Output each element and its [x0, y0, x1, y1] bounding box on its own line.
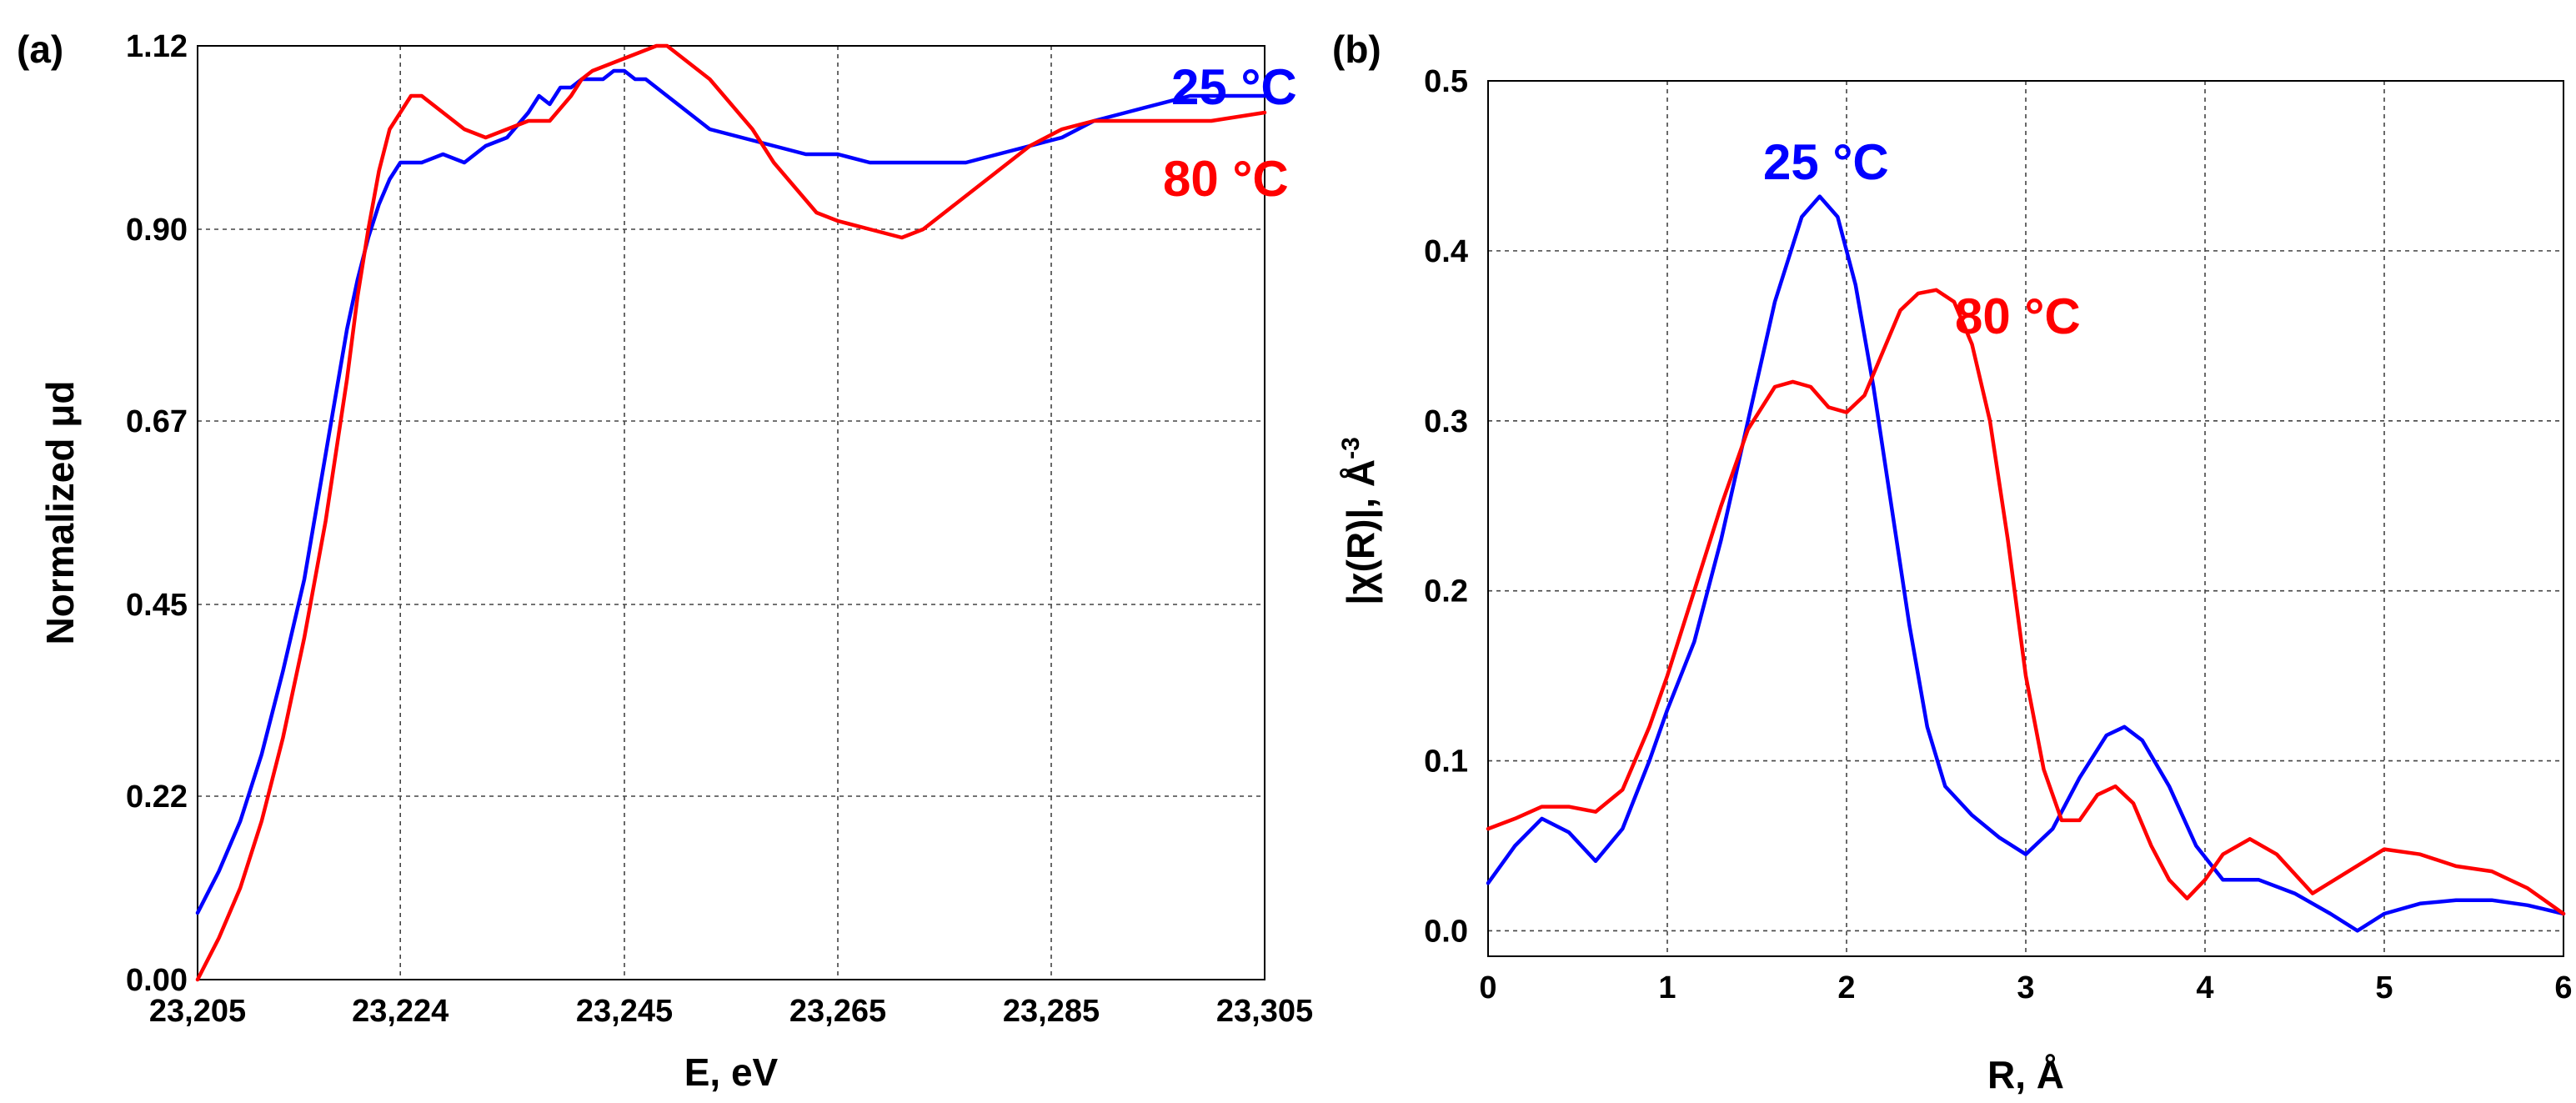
panel-b-x-tick-label: 2: [1837, 970, 1855, 1005]
panel-a-curves: [195, 43, 1267, 982]
panel-a-x-tick-label: 23,245: [576, 994, 673, 1029]
panel-b-y-tick-label: 0.1: [1424, 745, 1468, 780]
panel-b-curves: [1486, 194, 2566, 933]
panel-b-series-25c-line: [1486, 194, 2566, 933]
panel-a-label: (a): [17, 28, 63, 71]
panel-a-x-tick-label: 23,205: [149, 994, 246, 1029]
panel-b-series-label-80c: 80 °C: [1955, 288, 2081, 344]
panel-a-x-axis-label: E, eV: [684, 1050, 779, 1094]
panel-a-y-tick-label: 0.45: [126, 588, 188, 623]
panel-b-frame: [1487, 80, 2564, 957]
panel-b-x-tick-label: 4: [2196, 970, 2213, 1005]
panel-a-y-tick-label: 0.90: [126, 213, 188, 248]
panel-b-series-label-25c: 25 °C: [1763, 134, 1889, 190]
panel-b-x-tick-label: 3: [2017, 970, 2034, 1005]
panel-b: 0 1 2 3 4 5 6 0.0 0.1 0.2 0.3 0.4 0.5 (b) R, Å |χ(R…: [1332, 28, 2573, 1096]
panel-b-x-tick-label: 0: [1479, 970, 1496, 1005]
panel-b-x-ticks: 0 1 2 3 4 5 6: [1479, 970, 2572, 1005]
panel-a-y-tick-label: 0.67: [126, 404, 188, 439]
panel-a-x-tick-label: 23,224: [352, 994, 449, 1029]
panel-b-y-tick-label: 0.4: [1424, 234, 1468, 269]
panel-b-y-tick-label: 0.0: [1424, 914, 1468, 949]
panel-a-y-ticks: 0.00 0.22 0.45 0.67 0.90 1.12: [126, 29, 188, 998]
panel-a-grid: [198, 46, 1265, 980]
panel-a-series-label-25c: 25 °C: [1171, 59, 1297, 115]
panel-a-series-80c-line: [195, 43, 1267, 982]
panel-b-x-tick-label: 1: [1658, 970, 1676, 1005]
panel-a: 23,205 23,224 23,245 23,265 23,285 23,305 0.0…: [17, 28, 1313, 1094]
panel-b-series-80c-line: [1486, 288, 2566, 916]
panel-b-y-ticks: 0.0 0.1 0.2 0.3 0.4 0.5: [1424, 64, 1468, 949]
panel-a-series-label-80c: 80 °C: [1163, 151, 1289, 207]
panel-a-y-tick-label: 0.22: [126, 780, 188, 815]
panel-a-x-tick-label: 23,305: [1216, 994, 1313, 1029]
panel-a-x-ticks: 23,205 23,224 23,245 23,265 23,285 23,305: [149, 994, 1313, 1029]
panel-a-frame: [197, 45, 1265, 980]
panel-a-y-tick-label: 1.12: [126, 29, 188, 64]
panel-b-grid: [1488, 81, 2563, 956]
panel-a-y-tick-label: 0.00: [126, 963, 188, 998]
panel-a-x-tick-label: 23,285: [1003, 994, 1100, 1029]
panel-a-y-axis-label: Normalized μd: [38, 381, 82, 645]
panel-b-label: (b): [1332, 28, 1381, 71]
panel-b-y-axis-label-superscript: -3: [1337, 437, 1365, 459]
panel-b-x-tick-label: 5: [2375, 970, 2393, 1005]
panel-b-y-tick-label: 0.3: [1424, 404, 1468, 439]
panel-b-x-axis-label: R, Å: [1987, 1053, 2064, 1096]
panel-b-y-axis-label: |χ(R)|, Å-3: [1337, 437, 1382, 605]
panel-b-y-axis-label-main: |χ(R)|, Å: [1339, 459, 1382, 605]
panel-b-y-tick-label: 0.5: [1424, 64, 1468, 99]
panel-a-x-tick-label: 23,265: [789, 994, 886, 1029]
panel-a-series-25c-line: [195, 68, 1267, 915]
panel-b-x-tick-label: 6: [2554, 970, 2572, 1005]
panel-b-y-tick-label: 0.2: [1424, 574, 1468, 609]
